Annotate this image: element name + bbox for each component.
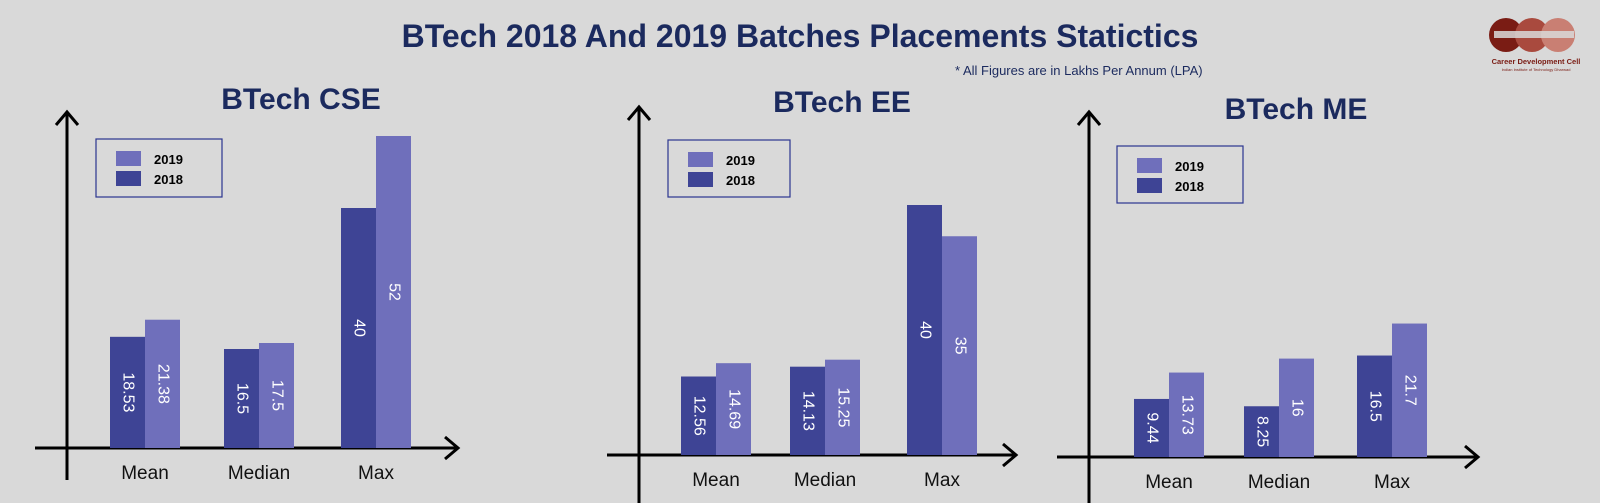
units-note: * All Figures are in Lakhs Per Annum (LP… [955,63,1203,78]
legend-box [1116,145,1244,204]
x-axis-arrow [1464,444,1481,470]
bar-2018-median [790,366,825,455]
bar-2019-max [942,236,977,455]
bar-2019-max [1392,323,1427,457]
category-label-median: Median [1248,472,1310,493]
data-label-2019: 13.73 [1178,395,1195,435]
bar-2019-median [259,343,294,448]
category-label-mean: Mean [1145,472,1193,493]
bar-2018-max [907,205,942,455]
legend-label-2018: 2018 [726,173,755,188]
legend-box [95,138,223,198]
chart-3: BTech ME 9.44 13.73 Mean 8.25 16 Median 16.5 21.… [1057,93,1481,503]
chart-1: BTech CSE 18.53 21.38 Mean 16.5 17.5 Median 40 5… [35,83,461,484]
legend-swatch-2018 [116,171,141,186]
legend-swatch-2018 [688,172,713,187]
data-label-2019: 52 [385,283,402,301]
legend-swatch-2019 [1137,158,1162,173]
chart-title: BTech ME [1225,93,1368,126]
data-label-2018: 12.56 [690,396,707,436]
legend-label-2019: 2019 [154,152,183,167]
legend-swatch-2018 [1137,178,1162,193]
category-label-max: Max [1374,472,1410,493]
legend-box [667,139,791,198]
page-title: BTech 2018 And 2019 Batches Placements S… [401,18,1199,54]
data-label-2019: 21.7 [1401,375,1418,406]
bar-2019-mean [1169,372,1204,457]
bar-2019-median [825,359,860,455]
category-label-mean: Mean [692,470,740,491]
legend-label-2019: 2019 [1175,159,1204,174]
bar-2019-mean [145,319,180,448]
chart-title: BTech EE [773,86,911,119]
data-label-2018: 14.13 [799,391,816,431]
bar-2018-median [1244,406,1279,457]
data-label-2019: 35 [951,337,968,355]
category-label-median: Median [228,463,290,484]
data-label-2019: 17.5 [268,380,285,411]
bar-2018-median [224,349,259,448]
bar-2018-max [1357,355,1392,457]
data-label-2018: 40 [350,319,367,337]
bar-2018-mean [1134,398,1169,457]
bar-2018-max [341,208,376,448]
data-label-2018: 40 [916,321,933,339]
data-label-2019: 21.38 [154,364,171,404]
y-axis-arrow [626,104,652,121]
bar-2018-mean [110,336,145,448]
bar-2018-mean [681,376,716,455]
x-axis-arrow [1002,442,1019,468]
data-label-2018: 16.5 [1366,391,1383,422]
category-label-median: Median [794,470,856,491]
bar-2019-max [376,136,411,448]
chart-title: BTech CSE [221,83,380,116]
category-label-max: Max [924,470,960,491]
x-axis-arrow [444,435,461,461]
data-label-2018: 9.44 [1143,412,1160,443]
category-label-max: Max [358,463,394,484]
legend-swatch-2019 [688,152,713,167]
data-label-2019: 16 [1288,399,1305,417]
svg-text:Indian Institute of Technology: Indian Institute of Technology Dharwad [1502,67,1571,72]
data-label-2018: 16.5 [233,383,250,414]
bar-2019-mean [716,363,751,455]
category-label-mean: Mean [121,463,169,484]
legend-label-2018: 2018 [154,172,183,187]
legend-swatch-2019 [116,151,141,166]
y-axis-arrow [1076,109,1102,126]
y-axis-arrow [54,109,80,126]
data-label-2019: 14.69 [725,389,742,429]
data-label-2019: 15.25 [834,387,851,427]
chart-2: BTech EE 12.56 14.69 Mean 14.13 15.25 Median 40… [607,86,1019,503]
svg-text:Career Development Cell: Career Development Cell [1492,57,1581,66]
legend-label-2018: 2018 [1175,179,1204,194]
data-label-2018: 18.53 [119,372,136,412]
career-development-cell-logo: Career Development Cell Indian Institute… [1489,18,1581,72]
data-label-2018: 8.25 [1253,416,1270,447]
bar-2019-median [1279,358,1314,457]
legend-label-2019: 2019 [726,153,755,168]
